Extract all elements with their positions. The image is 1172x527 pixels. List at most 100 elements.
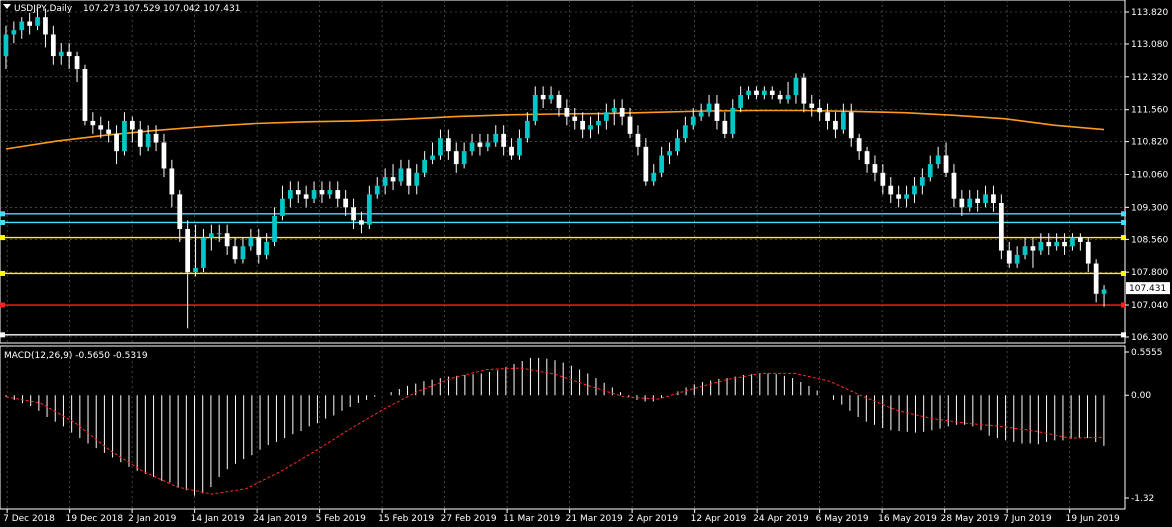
- candle-body: [185, 228, 191, 273]
- candle-body: [129, 120, 135, 130]
- candle-body: [761, 90, 767, 95]
- candle-body: [390, 177, 396, 182]
- price-tick-label: 109.300: [1131, 203, 1168, 213]
- candle-body: [540, 94, 546, 100]
- candle-body: [556, 94, 562, 108]
- candle-body: [1022, 246, 1028, 255]
- candle-body: [272, 215, 277, 242]
- candle-body: [943, 155, 949, 173]
- candle-body: [888, 185, 894, 195]
- candle-body: [114, 133, 119, 152]
- candle-body: [856, 138, 862, 152]
- candle-body: [801, 77, 807, 104]
- time-tick-label: 24 Jan 2019: [253, 514, 307, 524]
- moving-average-group: [5, 109, 1105, 150]
- level-handle-left: [0, 235, 5, 241]
- candle-body: [746, 90, 751, 95]
- candle-body: [651, 172, 657, 182]
- level-handle-left: [0, 302, 5, 308]
- candle-body: [1038, 241, 1044, 251]
- candle-body: [951, 172, 957, 199]
- candle-body: [287, 190, 293, 199]
- time-tick-label: 14 Jan 2019: [191, 514, 245, 524]
- candle-body: [3, 34, 9, 57]
- candle-body: [1006, 250, 1012, 264]
- dropdown-triangle-icon[interactable]: [3, 4, 11, 9]
- candle-body: [619, 107, 625, 117]
- candle-body: [682, 125, 688, 139]
- level-handle-left: [0, 211, 5, 217]
- level-handle-right: [1121, 211, 1126, 217]
- ohlc-readout: 107.273 107.529 107.042 107.431: [83, 4, 240, 14]
- price-axis: 113.820 113.080 112.320 111.560 110.820 110.0…: [1125, 8, 1170, 343]
- candle-body: [572, 116, 578, 121]
- candle-body: [548, 94, 554, 100]
- time-tick-label: 19 Dec 2018: [66, 514, 124, 524]
- candle-body: [643, 146, 649, 182]
- time-tick-label: 28 May 2019: [941, 514, 1000, 524]
- price-tick-label: 108.560: [1131, 235, 1168, 245]
- candle-body: [256, 237, 262, 255]
- candle-body: [319, 190, 325, 195]
- candle-body: [793, 77, 799, 95]
- moving-average-line: [5, 109, 1105, 150]
- candle-body: [351, 207, 356, 221]
- candle-body: [485, 142, 491, 147]
- current-price-box: [1126, 282, 1170, 295]
- candle-body: [991, 194, 996, 204]
- candle-body: [754, 90, 759, 95]
- price-tick-label: 112.320: [1131, 73, 1168, 83]
- candle-body: [240, 246, 246, 260]
- candle-body: [967, 198, 973, 208]
- candle-body: [430, 155, 435, 160]
- candle-body: [722, 120, 728, 134]
- candle-body: [919, 177, 925, 186]
- candle-body: [445, 138, 451, 152]
- candle-body: [1054, 241, 1060, 247]
- time-tick-label: 7 Dec 2018: [3, 514, 55, 524]
- candle-body: [959, 198, 965, 208]
- level-handle-right: [1121, 219, 1126, 225]
- candle-body: [193, 267, 198, 273]
- candle-body: [596, 120, 601, 126]
- candle-body: [58, 51, 64, 57]
- price-tick-label: 110.820: [1131, 138, 1168, 148]
- symbol-label: USDJPY,Daily: [14, 4, 73, 14]
- candle-body: [833, 120, 838, 130]
- candle-body: [216, 233, 222, 235]
- candle-body: [1046, 241, 1052, 247]
- candle-body: [366, 194, 372, 225]
- candle-body: [611, 107, 617, 113]
- candle-body: [137, 129, 143, 147]
- candle-body: [19, 21, 25, 31]
- candle-body: [864, 151, 870, 165]
- level-handle-left: [0, 270, 5, 276]
- candle-body: [1101, 289, 1107, 294]
- candle-body: [785, 94, 791, 100]
- time-tick-label: 6 May 2019: [816, 514, 869, 524]
- candle-body: [343, 198, 349, 208]
- candle-body: [422, 159, 428, 173]
- candle-body: [43, 17, 48, 35]
- candle-body: [588, 125, 593, 130]
- candle-body: [998, 203, 1004, 251]
- level-handle-left: [0, 219, 5, 225]
- candle-body: [1085, 241, 1091, 264]
- candle-body: [1062, 241, 1067, 247]
- time-tick-label: 19 Jun 2019: [1066, 514, 1120, 524]
- candle-body: [169, 168, 175, 195]
- candle-body: [659, 155, 665, 173]
- candle-body: [904, 194, 909, 199]
- time-tick-label: 21 Mar 2019: [566, 514, 623, 524]
- macd-panel-frame: [0, 345, 1126, 510]
- level-handle-left: [0, 332, 5, 338]
- candle-body: [477, 142, 483, 147]
- candle-body: [406, 168, 412, 186]
- price-tick-label: 107.800: [1131, 268, 1168, 278]
- candle-body: [975, 198, 981, 204]
- candle-body: [777, 94, 783, 100]
- candle-body: [698, 112, 704, 117]
- time-tick-label: 11 Mar 2019: [503, 514, 560, 524]
- price-tick-label: 111.560: [1131, 106, 1168, 116]
- candle-body: [438, 138, 443, 156]
